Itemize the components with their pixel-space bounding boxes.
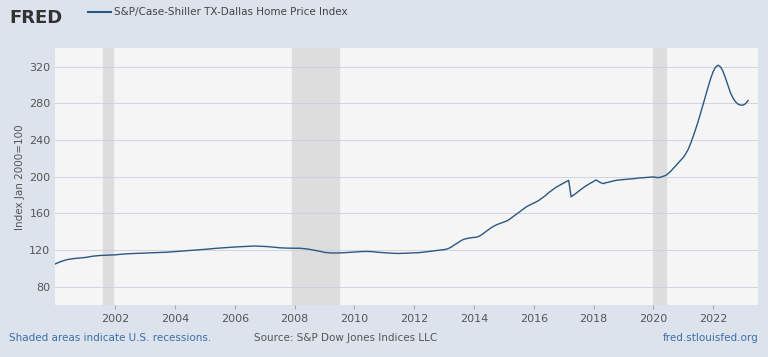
Text: Source: S&P Dow Jones Indices LLC: Source: S&P Dow Jones Indices LLC	[254, 333, 437, 343]
Text: Shaded areas indicate U.S. recessions.: Shaded areas indicate U.S. recessions.	[9, 333, 211, 343]
Y-axis label: Index Jan 2000=100: Index Jan 2000=100	[15, 124, 25, 230]
Text: S&P/Case-Shiller TX-Dallas Home Price Index: S&P/Case-Shiller TX-Dallas Home Price In…	[114, 7, 347, 17]
Bar	[654, 48, 666, 305]
Bar	[103, 48, 113, 305]
Text: FRED: FRED	[9, 9, 62, 27]
Text: fred.stlouisfed.org: fred.stlouisfed.org	[663, 333, 759, 343]
Bar	[292, 48, 339, 305]
